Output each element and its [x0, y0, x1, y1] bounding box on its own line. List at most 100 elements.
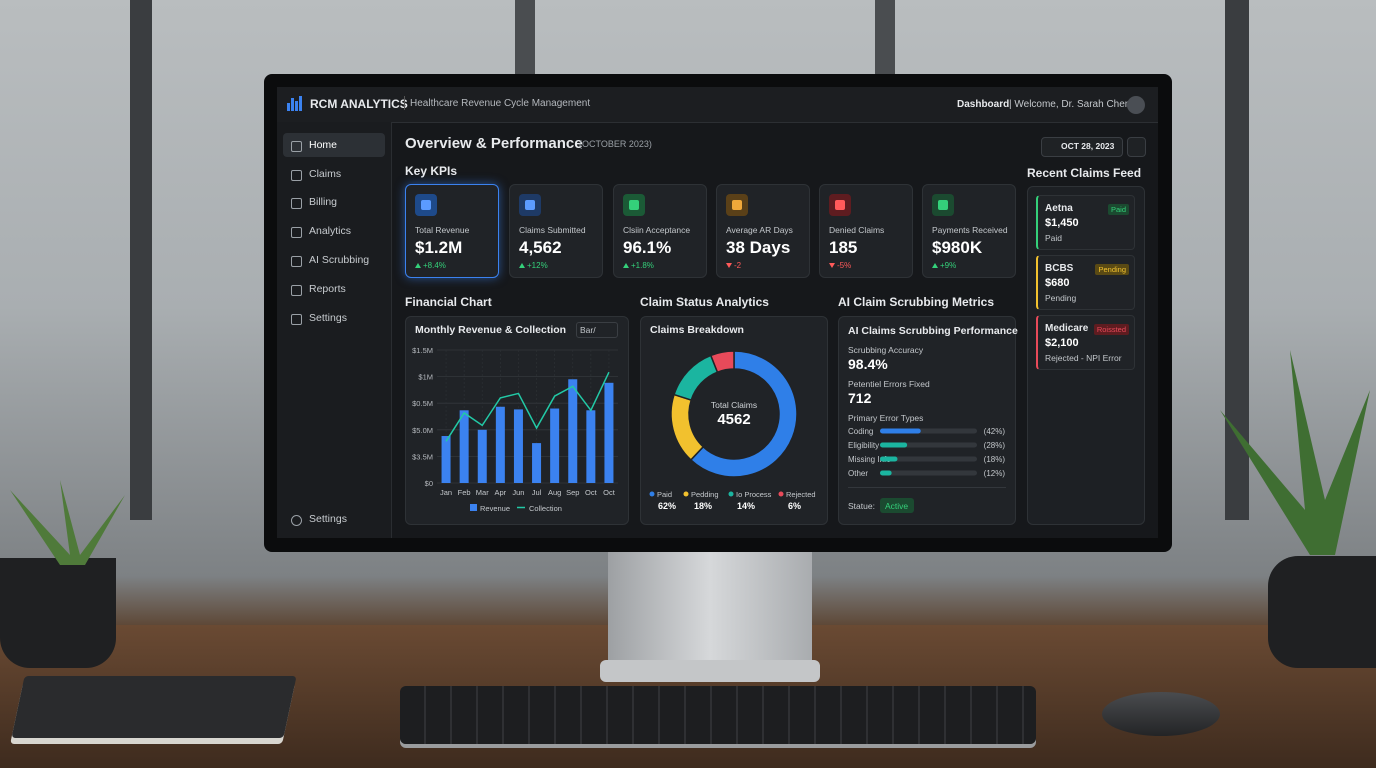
- x-tick-label: Sep: [566, 488, 579, 497]
- donut-total: 4562: [717, 411, 750, 428]
- nav-item[interactable]: Settings: [309, 312, 347, 324]
- kpi-delta: +9%: [940, 261, 957, 270]
- status-label: Statue:: [848, 501, 875, 511]
- brand: RCM ANALYTICS: [310, 97, 408, 111]
- window-frame: [875, 0, 895, 80]
- divider: [404, 96, 405, 110]
- bar: [550, 408, 560, 483]
- kpi-arrow: [623, 263, 629, 268]
- nav-active: [283, 133, 385, 157]
- page-period: (OCTOBER 2023): [579, 139, 652, 149]
- legend-dot: [649, 491, 655, 497]
- kpi-delta: +1.8%: [631, 261, 654, 270]
- legend-label: Rejected: [786, 490, 816, 499]
- kpi-arrow: [415, 263, 421, 268]
- metric-label: Primary Error Types: [848, 413, 924, 423]
- nav-item[interactable]: Claims: [309, 168, 342, 180]
- chart-toggle-label[interactable]: Bar/: [580, 325, 596, 335]
- feed-badge: Roissted: [1093, 324, 1129, 335]
- nav-icon: [291, 515, 302, 526]
- nav-icon: [291, 141, 302, 152]
- y-tick-label: $5.0M: [412, 426, 433, 435]
- nav-item[interactable]: Settings: [309, 513, 347, 525]
- plant-pot: [0, 558, 116, 668]
- value-label: 6%: [788, 501, 801, 511]
- value-label: (18%): [984, 455, 1006, 464]
- nav-icon: [291, 256, 302, 267]
- logo-bar: [299, 96, 302, 111]
- kpi-delta: -5%: [837, 261, 852, 270]
- panel-title: AI Claims Scrubbing Performance: [848, 325, 1018, 337]
- feed-amount: $680: [1045, 277, 1070, 289]
- feed-badge: Pending: [1095, 264, 1129, 275]
- nav-icon: [291, 227, 302, 238]
- y-tick-label: $1.5M: [412, 346, 433, 355]
- feed-payer: Medicare: [1045, 323, 1089, 334]
- kpi-value: $1.2M: [415, 238, 463, 257]
- nav-item[interactable]: Home: [309, 139, 338, 151]
- nav-dashboard[interactable]: Dashboard: [957, 99, 1010, 110]
- kpi-label: Total Revenue: [415, 225, 470, 235]
- category-label: Coding: [848, 427, 873, 436]
- x-tick-label: Mar: [476, 488, 489, 497]
- logo-bar: [287, 103, 290, 111]
- mouse: [1102, 692, 1220, 736]
- logo-bar: [291, 98, 294, 111]
- kpi-label: Denied Claims: [829, 225, 885, 235]
- legend-label: Collection: [529, 504, 562, 513]
- kpi-icon-glyph: [732, 200, 742, 210]
- bar: [513, 409, 523, 483]
- chart-title: Claims Breakdown: [650, 324, 744, 336]
- logo: [287, 96, 302, 111]
- nav-icon: [291, 170, 302, 181]
- line-series: [445, 371, 610, 442]
- donut-segment: [673, 354, 719, 402]
- bar: [568, 379, 578, 483]
- donut-center-label: Total Claims: [711, 400, 757, 410]
- bar: [586, 410, 596, 483]
- feed-payer: Aetna: [1045, 203, 1073, 214]
- category-label: Missing Info: [848, 455, 891, 464]
- y-tick-label: $0: [425, 479, 433, 488]
- avatar[interactable]: [1127, 96, 1145, 114]
- x-tick-label: Oct: [585, 488, 598, 497]
- value-label: (12%): [984, 469, 1006, 478]
- legend-dot: [778, 491, 784, 497]
- feed-amount: $1,450: [1045, 217, 1079, 229]
- kpi-delta: +8.4%: [423, 261, 446, 270]
- kpi-icon-glyph: [525, 200, 535, 210]
- donut-segment: [689, 350, 798, 478]
- x-tick-label: Jan: [440, 488, 452, 497]
- nav-item[interactable]: Analytics: [309, 225, 352, 237]
- kpi-value: $980K: [932, 238, 983, 257]
- nav-item[interactable]: AI Scrubbing: [309, 254, 370, 266]
- logo-bar: [295, 101, 298, 111]
- x-tick-label: Jul: [532, 488, 542, 497]
- kpi-icon-glyph: [629, 200, 639, 210]
- feed-status: Rejected - NPI Error: [1045, 353, 1122, 363]
- section-title: Financial Chart: [405, 295, 492, 309]
- nav-item[interactable]: Billing: [309, 196, 338, 208]
- category-label: Eligibility: [848, 441, 879, 450]
- kpi-value: 96.1%: [623, 238, 672, 257]
- divider: [848, 487, 1006, 488]
- y-tick-label: $0.5M: [412, 399, 433, 408]
- next-button[interactable]: [1127, 137, 1146, 157]
- plant-pot: [1268, 556, 1376, 668]
- bar-track: [880, 470, 977, 476]
- bar: [604, 382, 614, 483]
- value-label: (42%): [984, 427, 1006, 436]
- bar: [880, 442, 908, 448]
- section-title: Claim Status Analytics: [640, 295, 769, 309]
- category-label: Other: [848, 469, 868, 478]
- metric-label: Scrubbing Accuracy: [848, 345, 924, 355]
- status-badge: [880, 498, 914, 513]
- bar: [880, 470, 892, 476]
- chart-toggle[interactable]: [576, 322, 618, 338]
- x-tick-label: Feb: [458, 488, 471, 497]
- feed-title: Recent Claims Feed: [1027, 166, 1142, 180]
- nav-item[interactable]: Reports: [309, 283, 346, 295]
- date-button[interactable]: [1041, 137, 1123, 157]
- welcome: | Welcome, Dr. Sarah Chen: [1009, 99, 1131, 110]
